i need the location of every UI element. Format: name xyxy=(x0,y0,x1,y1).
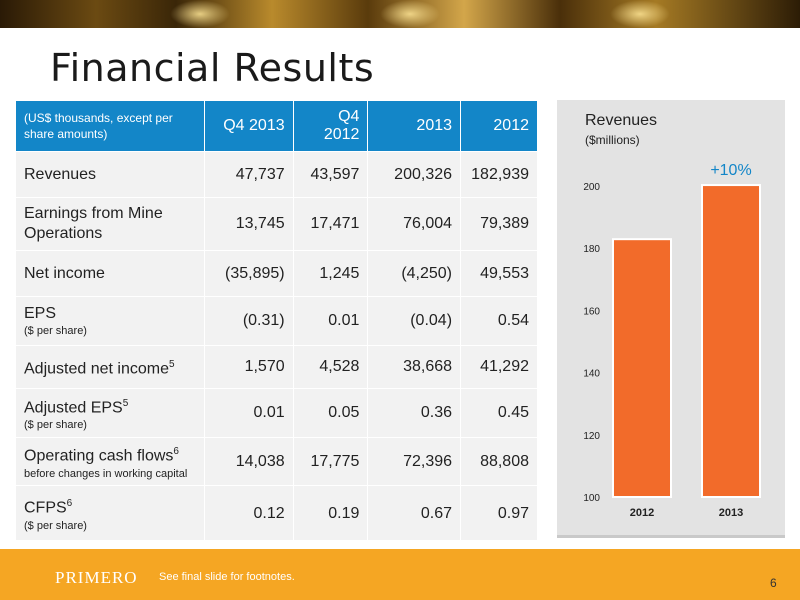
table-cell: 41,292 xyxy=(460,345,538,389)
table-cell: 182,939 xyxy=(460,151,538,198)
footnote-marker: 6 xyxy=(66,498,73,510)
row-label: Adjusted net income5 xyxy=(15,345,205,389)
row-label: EPS ($ per share) xyxy=(15,296,205,346)
column-header: 2012 xyxy=(460,100,538,152)
row-label-text: Operating cash flows xyxy=(24,447,174,465)
growth-annotation: +10% xyxy=(710,162,751,179)
table-cell: (4,250) xyxy=(367,250,462,297)
table-cell: (0.31) xyxy=(203,296,294,346)
table-cell: 17,775 xyxy=(292,437,369,486)
row-label: CFPS6 ($ per share) xyxy=(15,485,205,542)
footnote-marker: 5 xyxy=(168,358,175,370)
table-cell: 88,808 xyxy=(460,437,538,486)
banner-highlight xyxy=(610,0,670,28)
footnote-reference: See final slide for footnotes. xyxy=(159,571,295,583)
table-row-earnings-from-mine-operations: Earnings from Mine Operations 13,745 17,… xyxy=(15,197,538,251)
top-banner-image xyxy=(0,0,800,28)
bar-2012 xyxy=(612,238,672,498)
table-cell: 0.05 xyxy=(292,388,369,438)
row-label-subtext: ($ per share) xyxy=(24,519,87,532)
table-cell: 49,553 xyxy=(460,250,538,297)
row-label: Operating cash flows6 before changes in w… xyxy=(15,437,205,486)
y-tick-label: 160 xyxy=(583,306,600,317)
table-cell: 0.54 xyxy=(460,296,538,346)
chart-title: Revenues xyxy=(585,112,658,129)
revenues-bar-chart: 100 120 140 160 180 200 2012 2013 +10% xyxy=(583,162,761,519)
table-header-units: (US$ thousands, except per share amounts… xyxy=(15,100,205,152)
table-row-adjusted-net-income: Adjusted net income5 1,570 4,528 38,668 … xyxy=(15,345,538,389)
financial-results-table: (US$ thousands, except per share amounts… xyxy=(15,100,538,542)
table-row-adjusted-eps: Adjusted EPS5 ($ per share) 0.01 0.05 0.3… xyxy=(15,388,538,438)
row-label-text: Revenues xyxy=(24,165,97,183)
table-cell: 1,570 xyxy=(203,345,294,389)
footnote-marker: 5 xyxy=(122,397,129,409)
slide-title: Financial Results xyxy=(50,46,375,90)
table-cell: 47,737 xyxy=(203,151,294,198)
chart-ylabel: ($millions) xyxy=(585,133,640,147)
table-row-cfps: CFPS6 ($ per share) 0.12 0.19 0.67 0.97 xyxy=(15,485,538,542)
row-label: Net income xyxy=(15,250,205,297)
table-row-net-income: Net income (35,895) 1,245 (4,250) 49,553 xyxy=(15,250,538,297)
table-cell: 0.45 xyxy=(460,388,538,438)
table-cell: 0.12 xyxy=(203,485,294,542)
row-label: Adjusted EPS5 ($ per share) xyxy=(15,388,205,438)
table-cell: 13,745 xyxy=(203,197,294,251)
table-cell: 1,245 xyxy=(292,250,369,297)
page-number: 6 xyxy=(770,576,777,590)
revenues-chart-panel: Revenues ($millions) 100 120 140 160 180 200 2… xyxy=(557,100,785,538)
row-label-text: CFPS xyxy=(24,499,67,517)
table-cell: 4,528 xyxy=(292,345,369,389)
table-row-operating-cash-flows: Operating cash flows6 before changes in w… xyxy=(15,437,538,486)
banner-highlight xyxy=(380,0,440,28)
y-tick-label: 140 xyxy=(583,369,600,380)
table-cell: 14,038 xyxy=(203,437,294,486)
table-cell: 76,004 xyxy=(367,197,462,251)
table-cell: 0.36 xyxy=(367,388,462,438)
y-tick-label: 120 xyxy=(583,431,600,442)
y-tick-label: 100 xyxy=(583,493,600,504)
bar-2013 xyxy=(701,184,761,499)
table-header-row: (US$ thousands, except per share amounts… xyxy=(15,100,538,152)
table-cell: (35,895) xyxy=(203,250,294,297)
row-label-subtext: ($ per share) xyxy=(24,325,87,337)
table-cell: 0.97 xyxy=(460,485,538,542)
table-row-eps: EPS ($ per share) (0.31) 0.01 (0.04) 0.54 xyxy=(15,296,538,346)
y-tick-label: 180 xyxy=(583,244,600,255)
table-cell: 38,668 xyxy=(367,345,462,389)
row-label-subtext: ($ per share) xyxy=(24,419,87,432)
column-header: Q4 2013 xyxy=(203,100,294,152)
row-label: Earnings from Mine Operations xyxy=(15,197,205,251)
row-label-text: Adjusted net income xyxy=(24,360,169,378)
table-cell: 17,471 xyxy=(292,197,369,251)
row-label: Revenues xyxy=(15,151,205,198)
column-header: 2013 xyxy=(367,100,462,152)
table-cell: 43,597 xyxy=(292,151,369,198)
table-row-revenues: Revenues 47,737 43,597 200,326 182,939 xyxy=(15,151,538,198)
table-cell: 0.01 xyxy=(203,388,294,438)
table-cell: 0.01 xyxy=(292,296,369,346)
y-tick-label: 200 xyxy=(583,182,600,193)
footer-bar: PRIMERO See final slide for footnotes. 6 xyxy=(0,549,800,600)
table-cell: (0.04) xyxy=(367,296,462,346)
primero-logo: PRIMERO xyxy=(55,568,138,587)
row-label-text: Net income xyxy=(24,264,105,282)
table-cell: 79,389 xyxy=(460,197,538,251)
x-tick-label: 2013 xyxy=(719,507,743,519)
banner-highlight xyxy=(170,0,230,28)
row-label-text: Adjusted EPS xyxy=(24,399,123,417)
footnote-marker: 6 xyxy=(173,446,179,458)
table-cell: 200,326 xyxy=(367,151,462,198)
column-header: Q4 2012 xyxy=(292,100,369,152)
table-cell: 0.19 xyxy=(292,485,369,542)
table-cell: 72,396 xyxy=(367,437,462,486)
x-tick-label: 2012 xyxy=(630,507,654,519)
row-label-subtext: before changes in working capital xyxy=(24,467,188,480)
table-cell: 0.67 xyxy=(367,485,462,542)
row-label-text: EPS xyxy=(24,305,57,322)
row-label-text: Earnings from Mine Operations xyxy=(24,205,163,242)
